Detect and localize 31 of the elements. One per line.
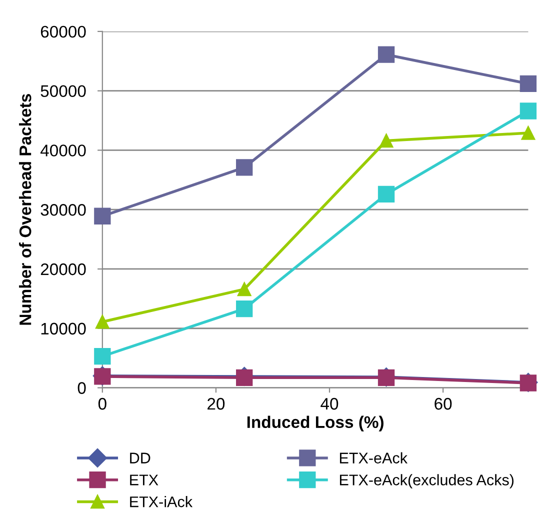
legend-label: ETX-iAck	[130, 496, 193, 508]
legend-label: ETX-eAck(excludes Acks)	[340, 474, 514, 488]
x-tick-label: 0	[98, 398, 106, 410]
legend-label: DD	[130, 452, 150, 464]
point	[236, 369, 253, 386]
y-tick-label: 30000	[40, 204, 86, 216]
x-tick-label: 40	[320, 398, 338, 410]
x-tick-label: 20	[208, 398, 225, 410]
point	[94, 208, 111, 224]
point	[236, 159, 253, 176]
y-tick-label: 20000	[40, 263, 86, 276]
point	[378, 186, 395, 202]
point	[520, 102, 537, 120]
y-tick-label: 0	[78, 382, 86, 394]
x-axis-title: Induced Loss (%)	[247, 416, 384, 432]
point	[378, 46, 395, 63]
y-tick-label: 10000	[41, 322, 86, 335]
y-tick-label: 40000	[40, 144, 86, 156]
point	[521, 126, 536, 140]
point	[520, 75, 537, 92]
point	[379, 134, 394, 148]
legend-label: ETX	[130, 474, 158, 486]
legend-label: ETX-eAck	[340, 452, 408, 464]
x-tick-label: 60	[434, 398, 452, 410]
y-tick-label: 50000	[40, 85, 86, 98]
point	[237, 282, 252, 296]
point	[94, 348, 111, 365]
point	[236, 300, 253, 318]
point	[95, 314, 110, 329]
y-tick-label: 60000	[40, 26, 86, 38]
y-axis-title: Number of Overhead Packets	[19, 94, 32, 325]
